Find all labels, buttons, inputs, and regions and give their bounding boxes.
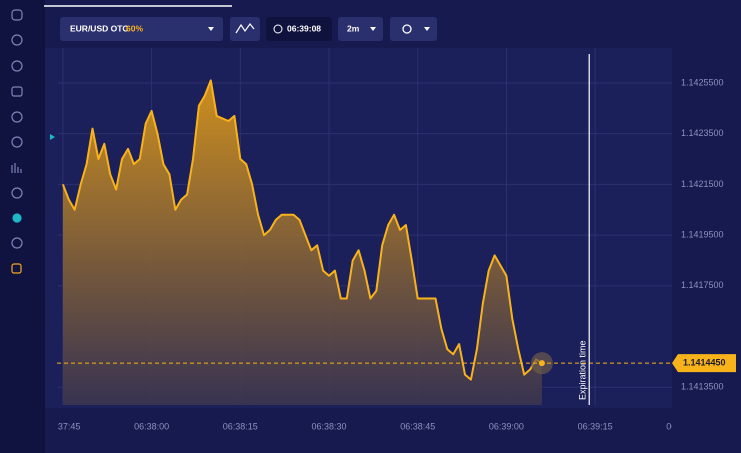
icon[interactable] (11, 111, 23, 123)
y-tick-label: 1.1423500 (681, 128, 724, 138)
icon[interactable] (11, 9, 23, 21)
sidebar-icons (11, 9, 23, 274)
icon[interactable] (11, 237, 23, 249)
payout: 60% (126, 23, 143, 33)
x-tick-label: 06:38:45 (400, 421, 435, 431)
timeframe: 2m (347, 23, 360, 33)
sidebar (0, 0, 45, 453)
settings-button[interactable] (390, 17, 437, 41)
y-tick-label: 1.1425500 (681, 77, 724, 87)
clock-icon (273, 24, 283, 34)
icon[interactable] (11, 263, 22, 274)
icon[interactable] (11, 163, 22, 173)
indicator-icon (235, 23, 255, 34)
price-line (61, 79, 543, 381)
x-tick-label: 06:37:45 (45, 421, 80, 431)
icon[interactable] (11, 60, 23, 72)
x-tick-label: 06:39:00 (489, 421, 524, 431)
icon[interactable] (11, 86, 23, 97)
dropdown-arrow (208, 27, 214, 31)
dropdown-arrow (424, 27, 430, 31)
pair-name: EUR/USD OTC (70, 23, 129, 33)
pair-button[interactable] (60, 17, 223, 41)
icon[interactable] (11, 136, 23, 148)
dropdown-arrow (370, 27, 376, 31)
y-tick-label: 1.1419500 (681, 229, 724, 239)
icon[interactable] (11, 187, 23, 199)
x-tick-labels: 06:37:45 06:38:00 06:38:15 06:38:30 06:38:45… (45, 421, 701, 431)
expiration-label: Expiration time (578, 340, 588, 400)
x-tick-label: 06:39:30 (666, 421, 701, 431)
indicator-button[interactable] (230, 17, 260, 41)
x-tick-label: 06:39:15 (578, 421, 613, 431)
x-tick-label: 06:38:30 (311, 421, 346, 431)
current-price-tag (672, 354, 736, 373)
area (62, 80, 542, 406)
clock-box (266, 17, 332, 41)
y-tick-label: 1.1421500 (681, 179, 724, 189)
current-price-label: 1.1414450 (683, 358, 726, 368)
icon[interactable] (11, 34, 23, 46)
settings-icon (402, 24, 412, 34)
y-tick-label: 1.1413500 (681, 382, 724, 392)
clock: 06:39:08 (287, 23, 321, 33)
timeframe-button[interactable] (338, 17, 383, 41)
x-tick-label: 06:38:15 (223, 421, 258, 431)
y-tick-label: 1.1417500 (681, 280, 724, 290)
collapse-arrow[interactable] (50, 134, 55, 140)
chart (58, 48, 672, 406)
icon[interactable] (12, 213, 22, 223)
x-tick-label: 06:38:00 (134, 421, 169, 431)
axes: 1.1425500 1.1423500 1.1421500 1.1419500 1.14… (57, 54, 736, 405)
